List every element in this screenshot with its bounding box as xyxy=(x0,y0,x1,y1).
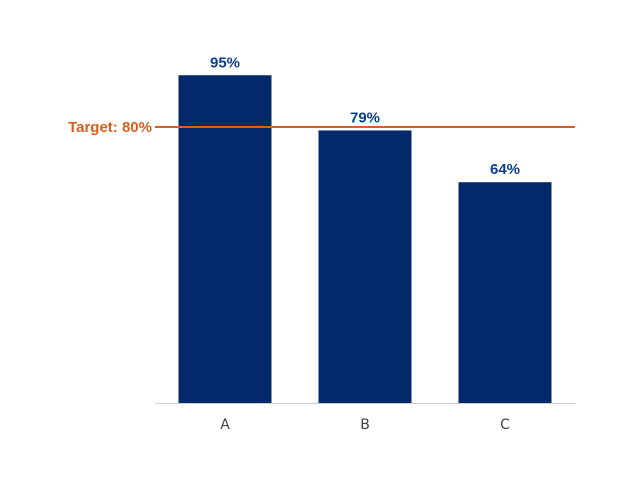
bar-c xyxy=(458,182,552,403)
data-label-a: 95% xyxy=(210,54,240,71)
bars-layer xyxy=(178,75,552,403)
x-tick-label-c: C xyxy=(500,417,510,433)
x-tick-label-b: B xyxy=(360,417,370,433)
x-tick-label-a: A xyxy=(220,417,230,433)
x-tick-labels-layer: A B C xyxy=(220,417,510,433)
data-label-b: 79% xyxy=(350,109,380,126)
target-label: Target: 80% xyxy=(68,119,152,136)
bar-b xyxy=(318,130,412,403)
data-labels-layer: 95% 79% 64% xyxy=(210,54,520,178)
data-label-c: 64% xyxy=(490,161,520,178)
bar-a xyxy=(178,75,272,403)
